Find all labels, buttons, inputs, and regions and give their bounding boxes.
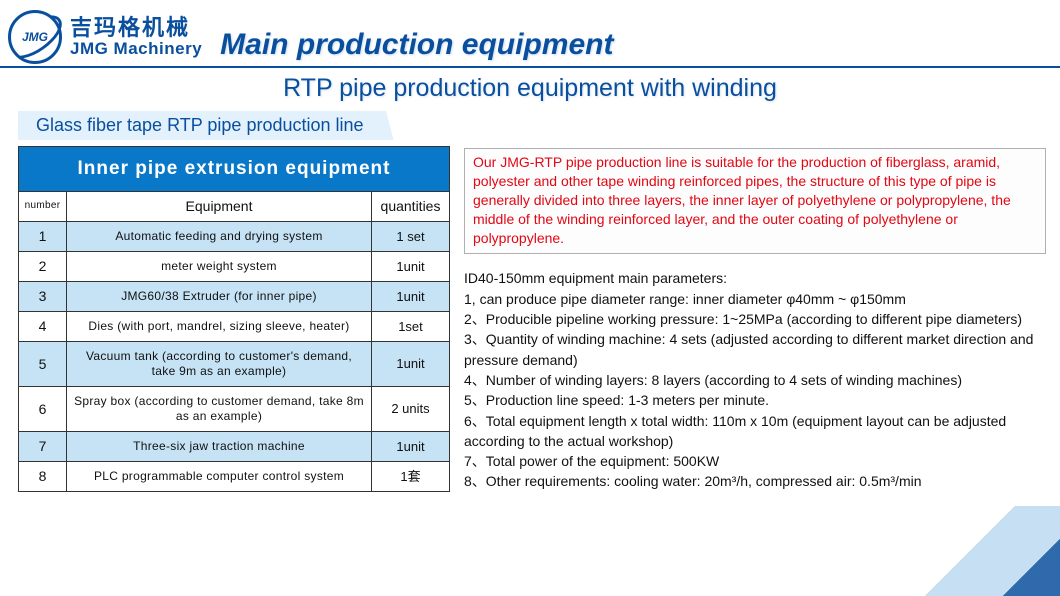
section-label: Glass fiber tape RTP pipe production lin…	[18, 111, 394, 140]
logo-block: JMG 吉玛格机械 JMG Machinery	[8, 10, 202, 64]
header: JMG 吉玛格机械 JMG Machinery Main production …	[0, 0, 1060, 68]
table-row: 6 Spray box (according to customer deman…	[19, 387, 450, 432]
cell-num: 6	[19, 387, 67, 432]
parameters-block: ID40-150mm equipment main parameters: 1,…	[464, 268, 1046, 491]
cell-num: 2	[19, 252, 67, 282]
param-line: 5、Production line speed: 1-3 meters per …	[464, 390, 1046, 410]
cell-name: Spray box (according to customer demand,…	[67, 387, 372, 432]
cell-num: 7	[19, 432, 67, 462]
table-row: 8 PLC programmable computer control syst…	[19, 462, 450, 492]
logo-chinese: 吉玛格机械	[70, 16, 202, 40]
param-line: 1, can produce pipe diameter range: inne…	[464, 289, 1046, 309]
param-line: 7、Total power of the equipment: 500KW	[464, 451, 1046, 471]
logo-english: JMG Machinery	[70, 40, 202, 59]
cell-qty: 1unit	[372, 342, 450, 387]
logo-text: 吉玛格机械 JMG Machinery	[70, 16, 202, 59]
param-line: 4、Number of winding layers: 8 layers (ac…	[464, 370, 1046, 390]
table-title: Inner pipe extrusion equipment	[19, 147, 450, 192]
param-line: 2、Producible pipeline working pressure: …	[464, 309, 1046, 329]
table-row: 2 meter weight system 1unit	[19, 252, 450, 282]
col-equipment: Equipment	[67, 191, 372, 222]
table-row: 5 Vacuum tank (according to customer's d…	[19, 342, 450, 387]
cell-qty: 1 set	[372, 222, 450, 252]
cell-name: Dies (with port, mandrel, sizing sleeve,…	[67, 312, 372, 342]
cell-qty: 1set	[372, 312, 450, 342]
table-row: 3 JMG60/38 Extruder (for inner pipe) 1un…	[19, 282, 450, 312]
subtitle: RTP pipe production equipment with windi…	[0, 74, 1060, 103]
main-title: Main production equipment	[220, 28, 613, 64]
equipment-table-wrap: Inner pipe extrusion equipment number Eq…	[18, 146, 450, 492]
cell-num: 3	[19, 282, 67, 312]
cell-num: 4	[19, 312, 67, 342]
cell-name: PLC programmable computer control system	[67, 462, 372, 492]
cell-name: Automatic feeding and drying system	[67, 222, 372, 252]
intro-box: Our JMG-RTP pipe production line is suit…	[464, 148, 1046, 254]
cell-num: 1	[19, 222, 67, 252]
description-column: Our JMG-RTP pipe production line is suit…	[464, 146, 1046, 492]
cell-name: meter weight system	[67, 252, 372, 282]
cell-name: JMG60/38 Extruder (for inner pipe)	[67, 282, 372, 312]
content-row: Inner pipe extrusion equipment number Eq…	[0, 146, 1060, 492]
table-row: 4 Dies (with port, mandrel, sizing sleev…	[19, 312, 450, 342]
cell-qty: 1unit	[372, 252, 450, 282]
col-quantities: quantities	[372, 191, 450, 222]
table-row: 7 Three-six jaw traction machine 1unit	[19, 432, 450, 462]
cell-num: 8	[19, 462, 67, 492]
intro-text: Our JMG-RTP pipe production line is suit…	[473, 153, 1037, 247]
col-number: number	[19, 191, 67, 222]
cell-num: 5	[19, 342, 67, 387]
params-heading: ID40-150mm equipment main parameters:	[464, 268, 1046, 288]
param-line: 6、Total equipment length x total width: …	[464, 411, 1046, 452]
table-row: 1 Automatic feeding and drying system 1 …	[19, 222, 450, 252]
cell-qty: 1套	[372, 462, 450, 492]
param-line: 3、Quantity of winding machine: 4 sets (a…	[464, 329, 1046, 370]
cell-qty: 1unit	[372, 282, 450, 312]
cell-qty: 2 units	[372, 387, 450, 432]
corner-decoration	[890, 506, 1060, 596]
logo-icon: JMG	[8, 10, 62, 64]
param-line: 8、Other requirements: cooling water: 20m…	[464, 471, 1046, 491]
equipment-table: Inner pipe extrusion equipment number Eq…	[18, 146, 450, 492]
cell-name: Vacuum tank (according to customer's dem…	[67, 342, 372, 387]
cell-name: Three-six jaw traction machine	[67, 432, 372, 462]
cell-qty: 1unit	[372, 432, 450, 462]
